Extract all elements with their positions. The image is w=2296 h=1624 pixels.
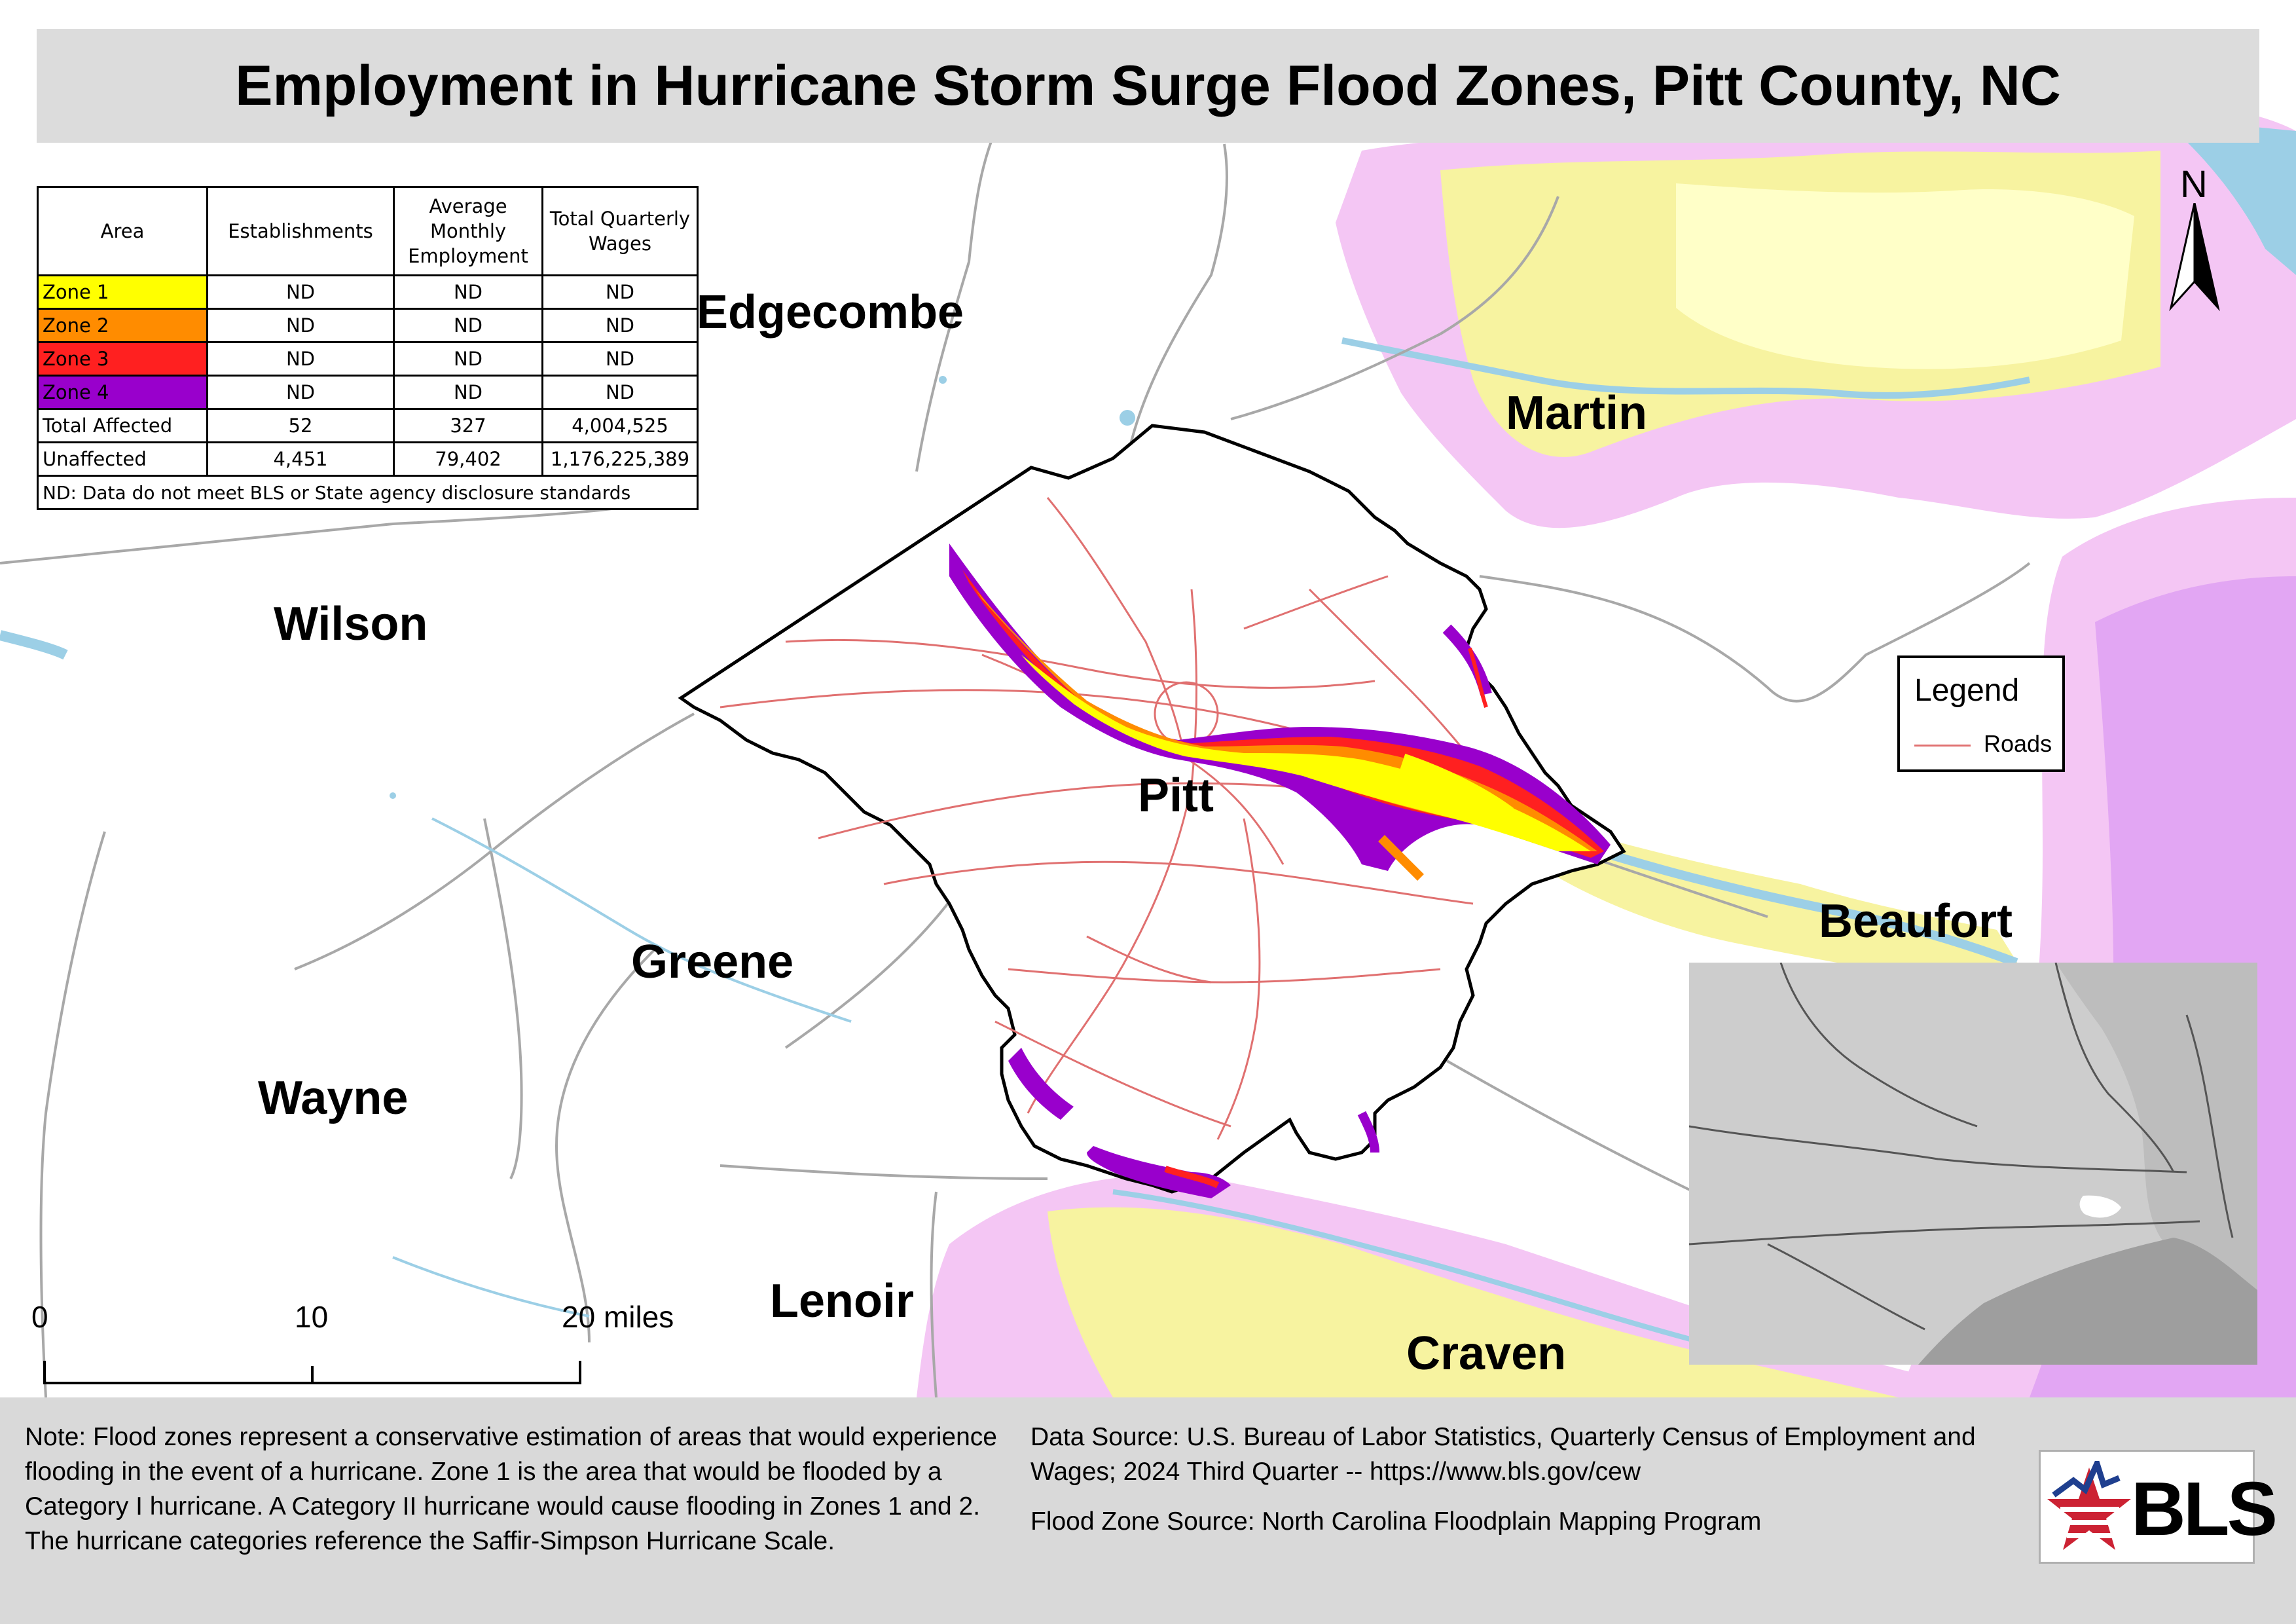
county-label-beaufort: Beaufort [1819,895,2013,948]
legend: Legend Roads [1897,655,2065,772]
table-row: Unaffected 4,451 79,402 1,176,225,389 [37,441,699,477]
scale-label-0: 0 [31,1300,48,1334]
table-cell-employment: ND [393,274,543,310]
table-cell-wages: ND [541,341,699,377]
table-cell-wages: ND [541,375,699,410]
table-cell-establishments: 52 [206,408,395,443]
table-cell-wages: 1,176,225,389 [541,441,699,477]
table-cell-wages: 4,004,525 [541,408,699,443]
table-cell-employment: 79,402 [393,441,543,477]
employment-table: Area Establishments Average Monthly Empl… [37,186,699,510]
title-bar: Employment in Hurricane Storm Surge Floo… [37,29,2259,143]
scale-bar [43,1361,581,1384]
bls-logo-text: BLS [2131,1466,2278,1551]
legend-title: Legend [1914,673,2020,708]
header-establishments: Establishments [206,186,395,276]
header-employment: Average Monthly Employment [393,186,543,276]
header-wages: Total Quarterly Wages [541,186,699,276]
table-row: Zone 3 ND ND ND [37,341,699,377]
scale-label-20: 20 miles [562,1300,674,1334]
flood-zone-source: Flood Zone Source: North Carolina Floodp… [1030,1507,1762,1536]
table-cell-area: Zone 1 [37,274,208,310]
table-row: Zone 4 ND ND ND [37,375,699,410]
county-label-craven: Craven [1406,1327,1567,1380]
table-note: ND: Data do not meet BLS or State agency… [37,475,699,510]
pitt-county-boundary [678,424,1626,1194]
county-label-greene: Greene [631,936,794,988]
north-arrow-label: N [2180,163,2208,206]
map-title: Employment in Hurricane Storm Surge Floo… [235,54,2061,117]
table-row: Zone 1 ND ND ND [37,274,699,310]
footer: Note: Flood zones represent a conservati… [0,1397,2296,1624]
table-body: Zone 1 ND ND ND Zone 2 ND ND ND Zone 3 ND ND ND Zone… [37,274,699,510]
table-cell-establishments: ND [206,308,395,343]
roads-legend-swatch [1914,745,1971,747]
flood-zones [949,544,1611,1198]
table-cell-employment: 327 [393,408,543,443]
table-cell-establishments: ND [206,274,395,310]
county-label-edgecombe: Edgecombe [697,286,964,339]
inset-map [1689,963,2257,1365]
county-label-wayne: Wayne [258,1072,409,1124]
county-label-wilson: Wilson [274,598,428,650]
floodplain-northeast [1336,103,2296,528]
county-label-martin: Martin [1506,387,1647,439]
table-cell-area: Zone 2 [37,308,208,343]
county-label-pitt: Pitt [1138,769,1214,822]
table-cell-wages: ND [541,274,699,310]
roads-legend-label: Roads [1984,730,2052,757]
table-note-row: ND: Data do not meet BLS or State agency… [37,475,699,510]
scale-label-10: 10 [295,1300,329,1334]
data-source: Data Source: U.S. Bureau of Labor Statis… [1030,1423,1976,1486]
table-header-row: Area Establishments Average Monthly Empl… [37,186,699,276]
table-cell-employment: ND [393,308,543,343]
table-cell-area: Total Affected [37,408,208,443]
table-row: Zone 2 ND ND ND [37,308,699,343]
header-area: Area [37,186,208,276]
table-cell-wages: ND [541,308,699,343]
table-cell-establishments: ND [206,375,395,410]
north-arrow-icon [2169,203,2220,312]
table-row: Total Affected 52 327 4,004,525 [37,408,699,443]
flood-zone-south [1008,1048,1074,1120]
bls-star-icon [2047,1461,2131,1550]
table-cell-establishments: 4,451 [206,441,395,477]
table-cell-establishments: ND [206,341,395,377]
county-label-lenoir: Lenoir [770,1275,915,1327]
table-cell-area: Zone 3 [37,341,208,377]
footer-note: Note: Flood zones represent a conservati… [25,1423,997,1555]
bls-logo: BLS [2039,1450,2278,1564]
table-cell-employment: ND [393,375,543,410]
table-cell-area: Unaffected [37,441,208,477]
flood-zone-1 [1021,655,1591,851]
table-cell-area: Zone 4 [37,375,208,410]
table-cell-employment: ND [393,341,543,377]
